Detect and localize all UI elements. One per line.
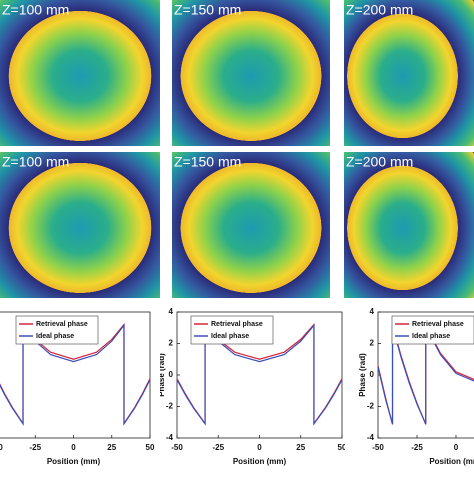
legend-label: Ideal phase xyxy=(211,333,249,340)
legend-label: Retrieval phase xyxy=(412,321,464,328)
y-tick-label: 0 xyxy=(169,370,174,379)
x-tick-label: 0 xyxy=(257,443,262,452)
x-axis-label: Position (mm) xyxy=(429,457,474,466)
series-line xyxy=(0,323,151,426)
legend-box xyxy=(391,315,474,345)
y-tick-label: -2 xyxy=(166,402,174,411)
y-tick-label: -2 xyxy=(367,402,375,411)
phase-map xyxy=(0,152,160,298)
x-tick-label: -25 xyxy=(411,443,423,452)
legend-label: Retrieval phase xyxy=(211,321,263,328)
y-tick-label: -4 xyxy=(166,433,174,442)
chart: -4 -2 0 2 4 -50 -25 0 25 50 Position (mm) Phase (ra… xyxy=(157,307,347,466)
x-tick-label: 0 xyxy=(454,443,459,452)
phase-map xyxy=(172,0,330,146)
x-tick-label: 25 xyxy=(107,443,116,452)
panel-label: Z=200 mm xyxy=(346,2,413,18)
x-tick-label: -50 xyxy=(372,443,384,452)
y-axis-label: Phase (rad) xyxy=(157,353,166,397)
x-tick-label: -50 xyxy=(0,443,3,452)
x-tick-label: 25 xyxy=(296,443,305,452)
y-tick-label: 0 xyxy=(370,370,375,379)
x-tick-label: 0 xyxy=(71,443,76,452)
x-tick-label: 50 xyxy=(146,443,155,452)
panel-label: Z=150 mm xyxy=(174,2,241,18)
legend-label: Ideal phase xyxy=(36,333,74,340)
x-tick-label: 50 xyxy=(338,443,347,452)
x-axis-label: Position (mm) xyxy=(47,457,101,466)
phase-map xyxy=(344,0,474,146)
series-line xyxy=(176,323,343,426)
y-tick-label: 2 xyxy=(370,339,375,348)
y-tick-label: 2 xyxy=(169,339,174,348)
legend-box xyxy=(15,315,99,345)
panel-label: Z=150 mm xyxy=(174,154,241,170)
panel-label: Z=200 mm xyxy=(346,154,413,170)
phase-map xyxy=(172,152,330,298)
phase-maps: Z=100 mm Z=150 mm Z=200 mm Z=100 mm Z=15… xyxy=(0,0,474,298)
x-tick-label: -25 xyxy=(212,443,224,452)
legend-box xyxy=(190,315,274,345)
x-axis-label: Position (mm) xyxy=(233,457,287,466)
y-tick-label: -4 xyxy=(367,433,375,442)
x-tick-label: -25 xyxy=(29,443,41,452)
y-axis-label: Phase (rad) xyxy=(358,353,367,397)
panel-label: Z=100 mm xyxy=(2,154,69,170)
panel-label: Z=100 mm xyxy=(2,2,69,18)
y-tick-label: 4 xyxy=(370,307,375,316)
x-tick-label: -50 xyxy=(171,443,183,452)
legend-label: Retrieval phase xyxy=(36,321,88,328)
phase-map xyxy=(0,0,160,146)
y-tick-label: 4 xyxy=(169,307,174,316)
legend-label: Ideal phase xyxy=(412,333,450,340)
phase-map xyxy=(344,152,474,298)
